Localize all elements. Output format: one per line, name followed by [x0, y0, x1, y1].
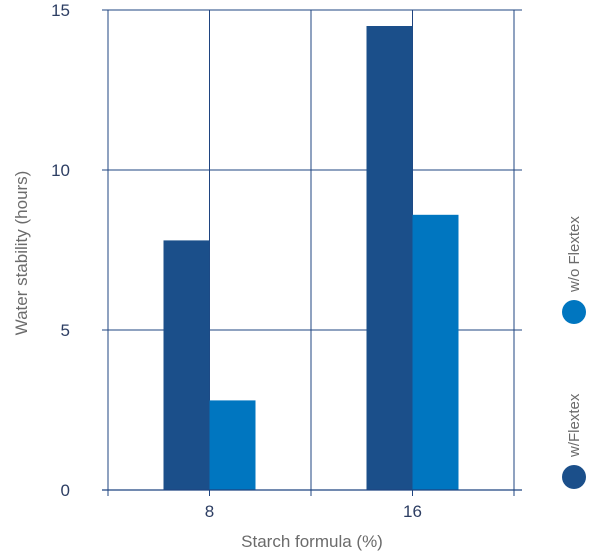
legend-swatch	[562, 300, 586, 324]
bar	[209, 400, 256, 490]
bars	[163, 26, 459, 491]
legend-label: w/o Flextex	[566, 216, 583, 293]
bar	[163, 240, 210, 490]
bar	[412, 214, 459, 491]
legend: w/o Flextex w/Flextex	[562, 216, 586, 489]
x-tick-label: 16	[403, 502, 422, 521]
y-tick-label: 5	[61, 321, 70, 340]
y-axis-title: Water stability (hours)	[12, 171, 31, 336]
x-tick-label: 8	[205, 502, 214, 521]
y-tick-label: 15	[51, 1, 70, 20]
y-tick-labels: 0 5 10 15	[51, 1, 70, 500]
y-tick-label: 0	[61, 481, 70, 500]
x-tick-labels: 8 16	[205, 502, 422, 521]
bar	[366, 26, 413, 490]
legend-label: w/Flextex	[566, 393, 583, 458]
y-tick-label: 10	[51, 161, 70, 180]
legend-swatch	[562, 465, 586, 489]
x-axis-title: Starch formula (%)	[241, 532, 383, 551]
